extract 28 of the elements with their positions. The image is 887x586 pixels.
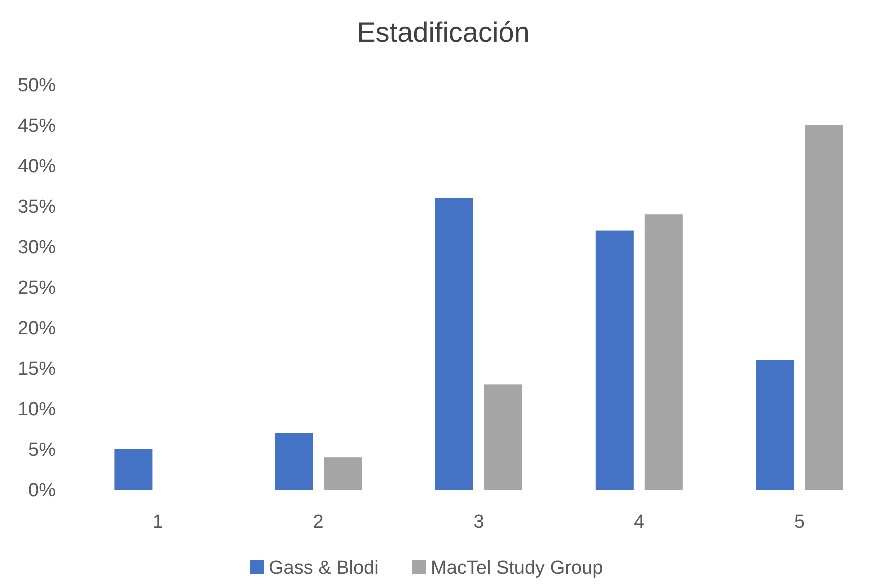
y-tick-label: 15%	[18, 359, 56, 380]
y-tick-label: 40%	[18, 156, 56, 178]
x-tick-label: 2	[313, 512, 324, 533]
y-tick-label: 35%	[18, 197, 56, 218]
bar	[114, 450, 153, 490]
x-tick-label: 1	[152, 512, 164, 533]
x-tick-label: 3	[474, 512, 484, 533]
y-tick-label: 50%	[18, 76, 56, 97]
bar	[805, 126, 844, 490]
bar	[275, 433, 314, 490]
bar	[436, 198, 474, 490]
y-tick-label: 45%	[18, 116, 56, 138]
x-tick-label: 4	[634, 512, 646, 533]
y-tick-label: 20%	[18, 318, 56, 340]
bar	[484, 384, 522, 490]
bar	[756, 360, 794, 490]
y-tick-label: 10%	[18, 400, 56, 421]
y-tick-label: 5%	[28, 440, 56, 462]
bar	[324, 458, 362, 490]
legend-label: Gass & Blodi	[269, 558, 379, 579]
legend-label: MacTel Study Group	[431, 558, 604, 579]
y-tick-label: 25%	[18, 278, 56, 300]
bar	[596, 230, 634, 490]
y-tick-label: 0%	[28, 480, 56, 502]
y-tick-label: 30%	[18, 238, 56, 259]
chart-title: Estadificación	[357, 17, 530, 48]
bar	[644, 214, 683, 490]
x-tick-label: 5	[794, 512, 806, 533]
